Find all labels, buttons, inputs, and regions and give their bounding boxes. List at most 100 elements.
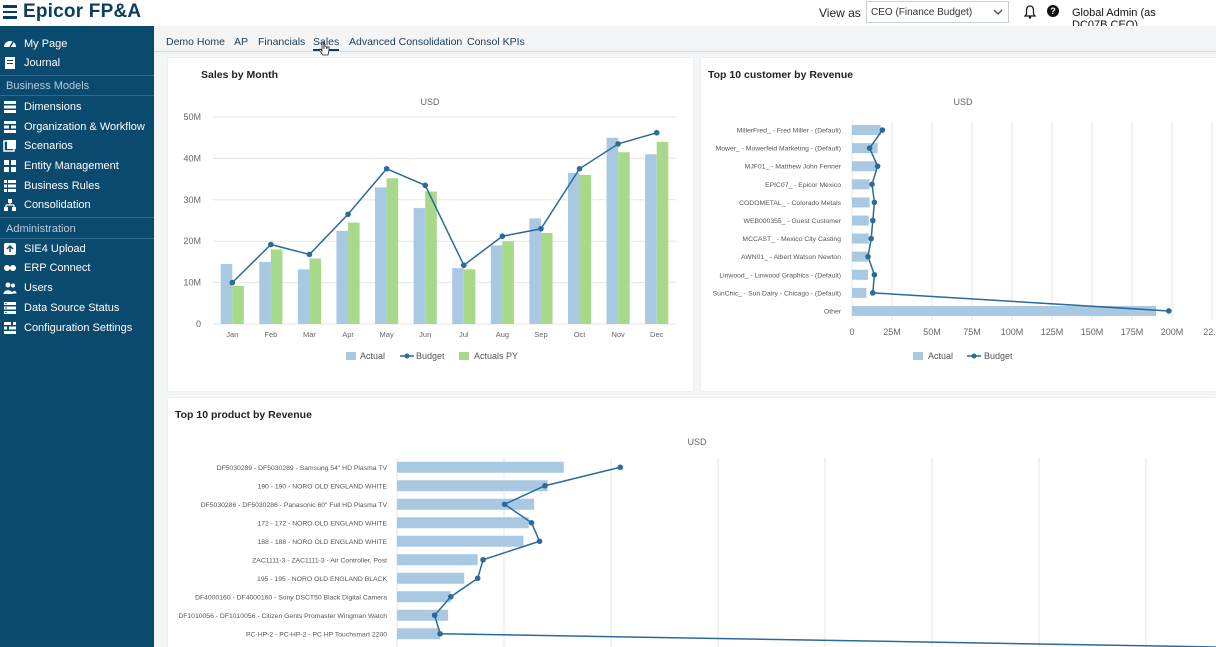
sidebar-item-consolidation[interactable]: Consolidation: [0, 195, 154, 215]
divider: [0, 95, 154, 96]
sidebar-item-data-source-status[interactable]: Data Source Status: [0, 298, 154, 318]
budget-point: [536, 538, 543, 545]
sidebar-item-scenarios[interactable]: Scenarios: [0, 136, 154, 156]
legend-swatch-actuals-py: [459, 352, 469, 360]
legend-label: Actual: [928, 351, 953, 361]
bar-actual: [490, 245, 503, 324]
budget-line: [231, 132, 657, 284]
x-tick-label: Apr: [342, 330, 354, 339]
bar-actuals-py: [618, 152, 630, 324]
panel-title: Top 10 customer by Revenue: [708, 69, 854, 81]
tab-demo-home[interactable]: Demo Home: [166, 36, 225, 48]
sidebar-item-label: Dimensions: [24, 101, 82, 113]
top-customers-chart[interactable]: USD 0 25M 50M 75M 100M 125M 150M 175M 200M 22... M…: [701, 58, 1216, 391]
bar-actual: [529, 218, 541, 324]
workflow-icon: [4, 121, 16, 133]
sidebar-item-label: Journal: [24, 57, 61, 69]
budget-point: [866, 145, 873, 151]
sidebar-item-label: Scenarios: [24, 140, 73, 152]
top-products-panel: Top 10 product by Revenue USD DF5030289 …: [168, 398, 1216, 647]
legend-label: Budget: [984, 351, 1013, 361]
sidebar-item-sie4-upload[interactable]: SIE4 Upload: [0, 239, 154, 259]
view-as-label: View as: [819, 6, 861, 20]
tab-advanced-consolidation[interactable]: Advanced Consolidation: [349, 36, 463, 48]
sidebar-item-label: Configuration Settings: [24, 322, 133, 334]
sidebar-item-configuration-settings[interactable]: Configuration Settings: [0, 318, 154, 338]
x-tick-label: 22...: [1203, 327, 1216, 337]
sidebar-item-dimensions[interactable]: Dimensions: [0, 97, 154, 117]
view-as-select[interactable]: CEO (Finance Budget): [866, 1, 1009, 23]
x-tick-label: Oct: [574, 330, 587, 339]
bar-actual: [375, 187, 387, 324]
journal-icon: [5, 57, 15, 69]
bell-icon[interactable]: [1024, 5, 1036, 19]
x-tick-label: 100M: [1001, 327, 1024, 337]
x-tick-label: 75M: [963, 327, 981, 337]
budget-line: [867, 129, 1169, 312]
budget-point: [268, 241, 274, 248]
budget-point: [879, 127, 886, 133]
bar-actual: [397, 498, 535, 510]
bar-actuals-py: [348, 222, 360, 324]
bar-actuals-py: [540, 232, 553, 324]
hamburger-menu-icon[interactable]: [3, 5, 17, 19]
budget-point: [871, 271, 878, 278]
y-tick-label: DF1010056 - DF1010056 - Citizen Gents Pr…: [178, 613, 387, 620]
tab-ap[interactable]: AP: [234, 36, 249, 48]
sales-by-month-chart[interactable]: USD 0 10M 20M 30M 40M 50M Jan Feb Mar Apr May Jun Ju…: [168, 58, 693, 391]
bar-actual: [567, 172, 580, 324]
sidebar-item-business-rules[interactable]: Business Rules: [0, 176, 154, 196]
x-tick-label: Jun: [419, 330, 431, 339]
bar-actual: [397, 517, 529, 529]
sidebar-item-entity-management[interactable]: Entity Management: [0, 156, 154, 176]
sidebar-item-label: Consolidation: [24, 199, 91, 211]
y-tick-label: 195 - 195 - NORO OLD ENGLAND BLACK: [257, 576, 387, 583]
legend-swatch-actual: [346, 352, 356, 360]
budget-point: [874, 163, 881, 170]
sidebar-item-my-page[interactable]: My Page: [0, 34, 154, 54]
top-bar: Epicor FP&A View as CEO (Finance Budget)…: [0, 0, 1216, 31]
consolidation-icon: [4, 199, 16, 211]
x-tick-label: Jan: [226, 330, 238, 339]
budget-point: [871, 199, 878, 206]
sidebar-item-label: ERP Connect: [24, 262, 91, 274]
y-tick-label: DF5030286 - DF5030286 - Panasonic 60" Fu…: [201, 502, 388, 509]
sidebar-item-erp-connect[interactable]: ERP Connect: [0, 258, 154, 278]
brand-logo[interactable]: Epicor FP&A: [23, 1, 142, 22]
sidebar-item-label: Entity Management: [24, 160, 119, 172]
y-tick-label: 20M: [183, 236, 201, 246]
bar-actual: [452, 268, 464, 324]
top-products-chart[interactable]: USD DF5030289 - DF5030289 - Samsung 54" …: [168, 398, 1216, 647]
bar-actuals-py: [232, 285, 244, 324]
tab-financials[interactable]: Financials: [258, 36, 306, 48]
chart-subtitle: USD: [953, 97, 973, 107]
sidebar-item-label: My Page: [24, 38, 68, 50]
budget-point: [617, 464, 624, 471]
dimensions-icon: [4, 101, 16, 113]
y-tick-label: 0: [196, 319, 201, 329]
help-icon[interactable]: ?: [1047, 5, 1059, 17]
bar-actual: [606, 137, 619, 324]
bar-actual: [413, 208, 426, 324]
chevron-down-icon: [993, 9, 1003, 15]
x-tick-label: 0: [849, 327, 854, 337]
x-tick-label: 50M: [923, 327, 941, 337]
budget-point: [229, 279, 236, 286]
legend-label: Actuals PY: [474, 351, 518, 361]
budget-point: [499, 233, 506, 240]
chart-subtitle: USD: [687, 437, 707, 447]
y-tick-label: ZAC1111-3 - ZAC1111-3 - Air Controller, …: [252, 557, 387, 564]
mouse-cursor-icon: [318, 41, 330, 56]
y-tick-label: DF4000160 - DF4000160 - Sony DSCT50 Blac…: [195, 594, 387, 601]
budget-point: [865, 253, 871, 260]
budget-point: [869, 181, 875, 188]
y-tick-label: 50M: [183, 112, 201, 122]
y-tick-label: DF5030289 - DF5030289 - Samsung 54" HD P…: [217, 465, 388, 472]
datasource-icon: [4, 302, 16, 314]
sidebar-item-users[interactable]: Users: [0, 278, 154, 298]
entity-icon: [4, 160, 16, 172]
sidebar-item-organization-workflow[interactable]: Organization & Workflow: [0, 117, 154, 137]
sidebar-item-journal[interactable]: Journal: [0, 53, 154, 73]
tab-consol-kpis[interactable]: Consol KPIs: [467, 36, 525, 48]
y-tick-label: Linwood_ - Linwood Graphics - (Default): [719, 272, 841, 279]
